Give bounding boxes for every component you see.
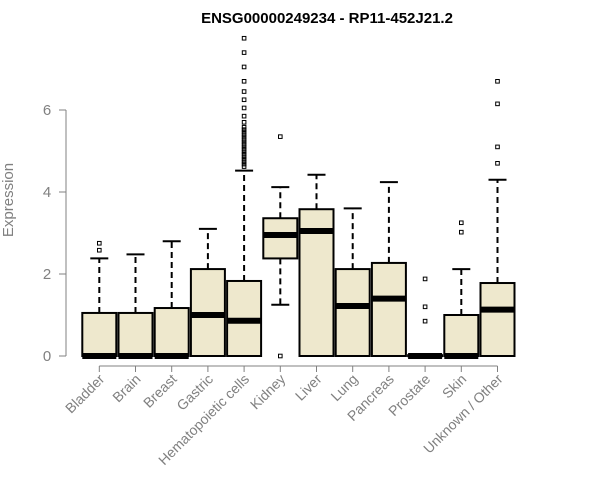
x-tick-label: Lung: [327, 371, 360, 404]
outlier-point: [241, 132, 247, 137]
x-tick-label: Bladder: [62, 371, 108, 417]
x-tick-label: Kidney: [247, 371, 289, 413]
box-body: [262, 217, 299, 260]
box-brain: [117, 253, 154, 359]
x-tick-label: Breast: [140, 371, 180, 411]
outlier-point: [241, 64, 247, 70]
outlier-point: [241, 151, 247, 157]
box-liver: [298, 173, 335, 357]
outlier-point: [241, 97, 247, 103]
box-prostate: [407, 276, 444, 359]
box-hematopoietic-cells: [226, 35, 263, 357]
box-gastric: [189, 227, 226, 357]
outlier-point: [241, 159, 247, 164]
outlier-point: [97, 240, 102, 246]
outlier-point: [495, 79, 500, 84]
y-tick-label: 6: [43, 102, 51, 119]
x-tick-label: Liver: [292, 371, 325, 404]
box-pancreas: [370, 181, 407, 357]
outlier-point: [241, 79, 247, 84]
outlier-point: [241, 134, 247, 140]
box-body: [117, 311, 154, 358]
box-kidney: [262, 134, 299, 359]
outlier-point: [241, 144, 247, 150]
outlier-point: [241, 164, 247, 169]
outlier-point: [241, 142, 247, 147]
outlier-point: [459, 220, 464, 226]
x-tick-label: Skin: [439, 371, 470, 402]
y-tick-label: 2: [43, 266, 51, 283]
outlier-point: [97, 247, 102, 253]
box-lung: [334, 207, 371, 357]
outlier-point: [278, 353, 283, 359]
outlier-point: [241, 154, 247, 160]
outlier-point: [241, 89, 247, 94]
outlier-point: [241, 156, 247, 162]
x-tick-label: Brain: [109, 371, 143, 405]
outlier-point: [422, 318, 428, 324]
outlier-point: [422, 304, 428, 310]
box-body: [443, 314, 480, 357]
box-body: [153, 307, 190, 357]
outlier-point: [495, 161, 500, 166]
box-unknown-other: [479, 79, 516, 357]
y-tick-label: 0: [43, 348, 51, 365]
outlier-point: [422, 276, 428, 282]
y-tick-label: 4: [43, 184, 51, 201]
box-body: [370, 261, 407, 357]
box-body: [334, 268, 371, 357]
y-axis: 0 2 4 6: [43, 102, 67, 365]
box-skin: [443, 220, 480, 359]
box-breast: [153, 240, 190, 359]
outlier-point: [241, 161, 247, 167]
outlier-point: [241, 120, 247, 125]
outlier-point: [241, 139, 247, 145]
outlier-point: [241, 113, 247, 119]
outlier-point: [495, 144, 500, 150]
outlier-point: [241, 129, 247, 135]
chart-title: ENSG00000249234 - RP11-452J21.2: [201, 10, 453, 27]
outlier-point: [241, 124, 247, 130]
outlier-point: [459, 229, 464, 235]
outlier-point: [495, 101, 500, 107]
outlier-point: [241, 105, 247, 111]
outlier-point: [278, 134, 283, 139]
outlier-point: [241, 147, 247, 152]
outlier-point: [241, 137, 247, 142]
boxes-group: [81, 35, 516, 359]
box-body: [479, 282, 516, 357]
outlier-point: [241, 50, 247, 55]
box-body: [81, 311, 118, 358]
outlier-point: [241, 127, 247, 132]
outlier-point: [241, 149, 247, 155]
outlier-point: [241, 35, 247, 41]
y-axis-label: Expression: [0, 163, 17, 237]
box-bladder: [81, 240, 118, 359]
